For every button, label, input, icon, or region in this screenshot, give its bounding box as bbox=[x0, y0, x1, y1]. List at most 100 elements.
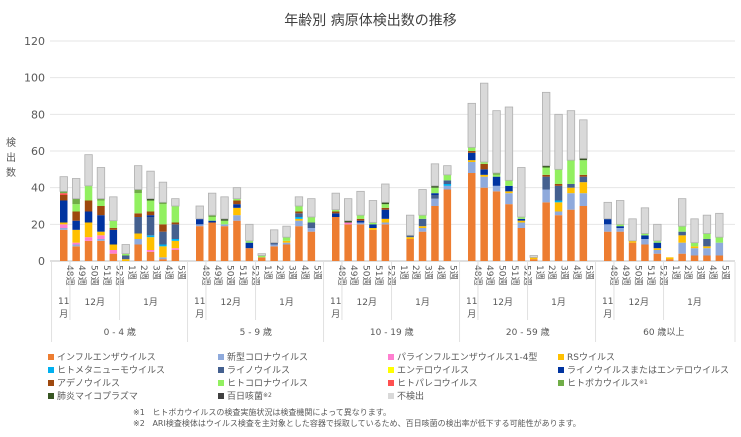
legend-item: RSウイルス bbox=[558, 350, 615, 363]
bar-segment bbox=[443, 189, 452, 261]
bar-segment bbox=[641, 239, 649, 245]
month-label: 12月 bbox=[85, 297, 105, 308]
legend-label: ライノウイルスまたはエンテロウイルス bbox=[567, 366, 730, 376]
bar-segment bbox=[121, 244, 130, 255]
bar-segment bbox=[282, 237, 291, 241]
week-tick-label: 51週 bbox=[373, 265, 384, 285]
bar-segment bbox=[84, 237, 93, 241]
week-tick-label: 48週 bbox=[64, 265, 75, 285]
bar-segment bbox=[406, 239, 414, 261]
month-label: 12月 bbox=[221, 297, 241, 308]
bar-segment bbox=[122, 255, 130, 260]
legend-label: 百日咳菌 bbox=[227, 392, 264, 402]
bar-segment bbox=[134, 217, 142, 234]
bar-segment bbox=[678, 231, 686, 236]
month-label: 1月 bbox=[415, 297, 430, 308]
age-group-label: 5 - 9 歳 bbox=[240, 326, 272, 338]
bar-segment bbox=[381, 222, 390, 225]
footnote-1: ※1 ヒトボカウイルスの検査実施状況は検査機関によって異なります。 bbox=[133, 408, 391, 417]
bar-segment bbox=[146, 235, 155, 238]
bar-segment bbox=[60, 229, 68, 261]
bar-segment bbox=[504, 106, 514, 181]
bar-segment bbox=[270, 246, 278, 261]
legend-item: パラインフルエンザウイルス1-4型 bbox=[388, 350, 537, 363]
legend-note-mark: ※1 bbox=[639, 379, 648, 386]
bar-segment bbox=[97, 200, 105, 206]
bar-segment bbox=[381, 207, 390, 210]
week-tick-label: 49週 bbox=[76, 265, 87, 285]
bar-segment bbox=[97, 198, 105, 201]
bar-segment bbox=[381, 224, 390, 261]
bar-segment bbox=[96, 167, 106, 200]
bar-segment bbox=[294, 196, 304, 207]
y-tick-label: 0 bbox=[38, 255, 45, 268]
bar-segment bbox=[431, 193, 439, 195]
bar-segment bbox=[159, 244, 167, 247]
bar-segment bbox=[171, 198, 180, 207]
week-tick-label: 1週 bbox=[262, 265, 273, 280]
legend-swatch bbox=[48, 379, 54, 386]
week-tick-label: 2週 bbox=[546, 265, 557, 280]
bar-segment bbox=[492, 110, 501, 174]
week-tick-label: 2週 bbox=[138, 265, 149, 280]
bar-segment bbox=[554, 169, 563, 184]
bar-segment bbox=[468, 147, 476, 151]
bar-segment bbox=[678, 242, 686, 254]
bar-segment bbox=[690, 248, 699, 256]
bar-segment bbox=[59, 176, 68, 192]
legend-label: パラインフルエンザウイルス1-4型 bbox=[397, 353, 538, 363]
bar-segment bbox=[220, 220, 229, 225]
y-tick-label: 120 bbox=[24, 35, 45, 48]
bar-segment bbox=[295, 218, 303, 221]
bar-segment bbox=[233, 207, 241, 216]
bar-segment bbox=[579, 158, 588, 161]
bar-segment bbox=[97, 239, 105, 241]
bar-segment bbox=[480, 176, 488, 188]
bar-segment bbox=[295, 226, 303, 261]
week-tick-label: 51週 bbox=[509, 265, 520, 285]
bar-segment bbox=[368, 200, 378, 223]
bar-segment bbox=[653, 242, 662, 249]
bar-segment bbox=[72, 246, 80, 261]
bar-segment bbox=[715, 212, 724, 238]
bar-segment bbox=[703, 239, 711, 247]
age-group-label: 0 - 4 歳 bbox=[104, 326, 136, 338]
bar-segment bbox=[134, 244, 142, 261]
bar-segment bbox=[332, 217, 340, 261]
bar-segment bbox=[468, 162, 476, 173]
bar-segment bbox=[567, 187, 575, 194]
month-label: 1月 bbox=[143, 297, 158, 308]
bar-segment bbox=[579, 176, 588, 183]
bar-segment bbox=[159, 202, 167, 205]
bar-segment bbox=[492, 176, 501, 186]
week-tick-label: 49週 bbox=[620, 265, 631, 285]
bar-segment bbox=[554, 211, 563, 216]
bar-segment bbox=[159, 224, 167, 232]
bar-segment bbox=[529, 255, 538, 258]
bar-segment bbox=[492, 185, 501, 192]
bar-segment bbox=[356, 222, 365, 225]
bar-segment bbox=[431, 187, 439, 194]
bar-segment bbox=[282, 240, 291, 243]
bar-segment bbox=[159, 257, 167, 260]
bar-segment bbox=[480, 174, 488, 177]
bar-segment bbox=[690, 218, 699, 244]
bar-segment bbox=[133, 165, 143, 190]
bar-segment bbox=[171, 250, 180, 261]
bar-segment bbox=[653, 253, 662, 261]
bar-segment bbox=[146, 250, 155, 252]
bar-segment bbox=[653, 248, 662, 250]
week-tick-label: 50週 bbox=[89, 265, 100, 285]
bar-segment bbox=[468, 173, 476, 261]
bar-segment bbox=[122, 259, 130, 261]
bar-segment bbox=[703, 233, 711, 239]
bar-segment bbox=[418, 226, 427, 228]
y-tick-label: 60 bbox=[31, 145, 45, 158]
bar-segment bbox=[517, 222, 526, 228]
bar-segment bbox=[72, 242, 80, 245]
week-tick-label: 2週 bbox=[274, 265, 285, 280]
bar-segment bbox=[418, 231, 427, 261]
bar-segment bbox=[208, 215, 216, 217]
bar-segment bbox=[232, 187, 242, 200]
bar-segment bbox=[666, 259, 674, 261]
